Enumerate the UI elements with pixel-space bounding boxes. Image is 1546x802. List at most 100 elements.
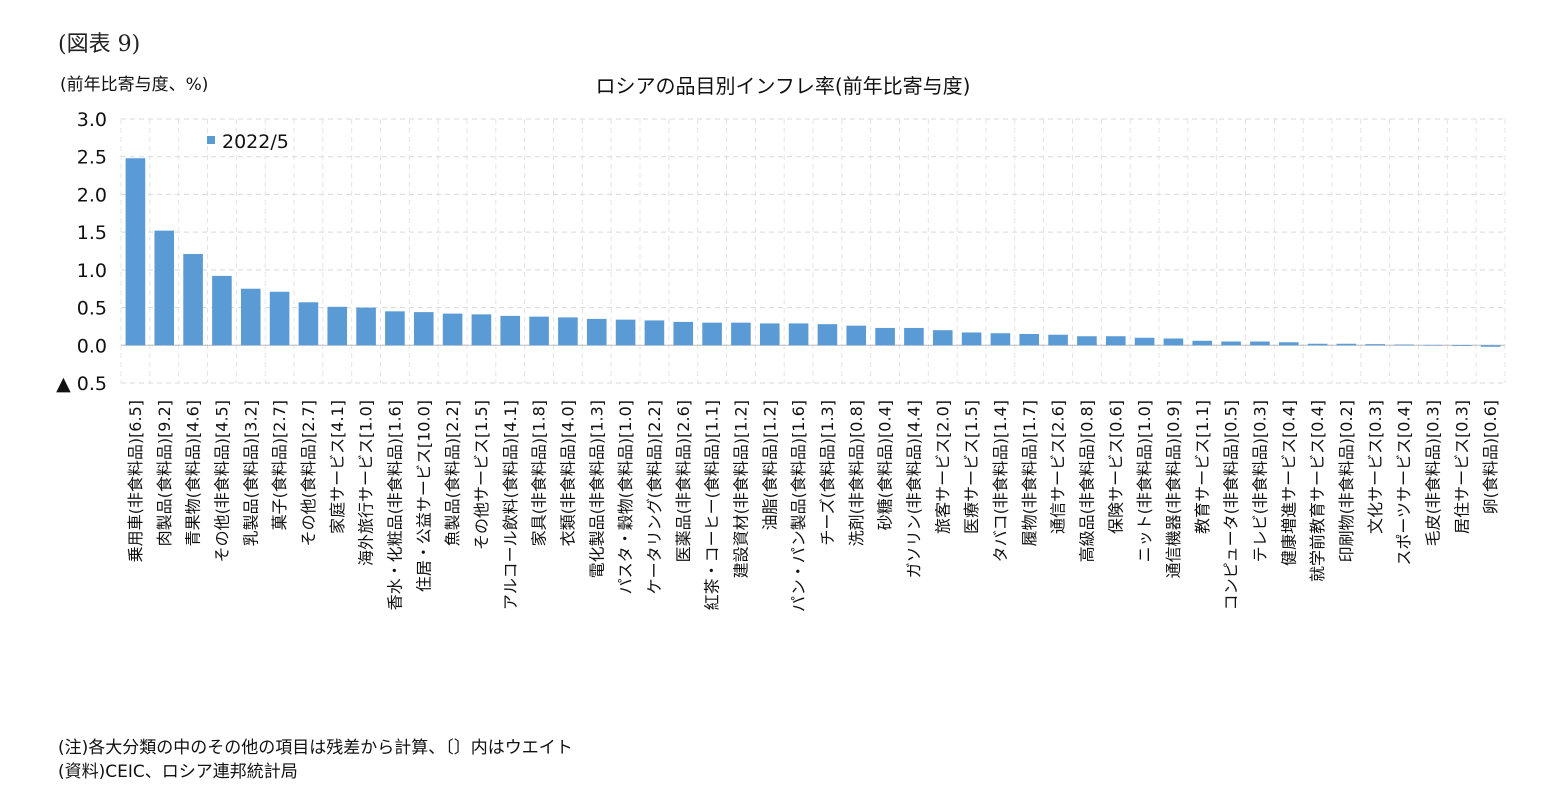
x-category-label: 青果物(食料品)[4.6] <box>184 400 203 546</box>
x-category-label: 旅客サービス[2.0] <box>933 400 952 534</box>
bar <box>269 291 290 346</box>
bar <box>615 319 636 346</box>
x-category-label: 医療サービス[1.5] <box>962 400 981 534</box>
bar <box>529 316 549 346</box>
x-category-label: 健康増進サービス[0.4] <box>1279 400 1298 566</box>
bar <box>240 288 261 346</box>
x-category-label: その他(食料品)[2.7] <box>299 400 318 546</box>
x-category-label: その他サービス[1.5] <box>472 400 491 550</box>
source-text: (資料)CEIC、ロシア連邦統計局 <box>58 762 298 782</box>
bar <box>731 322 751 346</box>
x-category-label: ニット(非食料品)[1.0] <box>1135 400 1154 562</box>
x-category-label: 建設資材(非食料品)[1.2] <box>731 400 750 578</box>
bar <box>327 306 348 346</box>
x-category-label: 文化サービス[0.3] <box>1366 400 1385 534</box>
bar <box>1423 344 1443 346</box>
x-category-label: コンピュータ(非食料品)[0.5] <box>1222 400 1241 610</box>
x-category-label: 乗用車(非食料品)[6.5] <box>126 400 145 562</box>
notes: (注)各大分類の中のその他の項目は残差から計算、〔〕内はウエイト (資料)CEI… <box>58 736 573 784</box>
bar <box>125 158 146 346</box>
x-category-label: 家具(非食料品)[1.8] <box>530 400 549 546</box>
x-category-label: 履物(非食料品)[1.7] <box>1020 400 1039 546</box>
bar <box>1480 345 1501 347</box>
figure-label: (図表 9) <box>58 32 141 57</box>
bar <box>356 307 376 346</box>
bar <box>788 323 809 346</box>
note-text: (注)各大分類の中のその他の項目は残差から計算、〔〕内はウエイト <box>58 738 573 758</box>
y-tick-label: 0.5 <box>77 298 107 320</box>
x-category-label: ガソリン(非食料品)[4.4] <box>904 400 923 578</box>
bar <box>183 254 203 346</box>
x-category-label: 住居・公益サービス[10.0] <box>414 400 433 592</box>
bar <box>298 302 319 346</box>
bar <box>932 330 953 346</box>
x-category-label: 紅茶・コーヒー(食料品)[1.1] <box>703 400 722 610</box>
x-category-label: 砂糖(食料品)[0.4] <box>876 400 895 530</box>
x-category-label: 菓子(食料品)[2.7] <box>270 400 289 530</box>
x-category-label: 医薬品(非食料品)[2.6] <box>674 400 693 562</box>
x-category-label: 海外旅行サービス[1.0] <box>357 400 376 566</box>
x-category-label: チーズ(食料品)[1.3] <box>818 400 837 546</box>
legend-swatch <box>207 136 215 144</box>
bar <box>1365 344 1386 346</box>
x-category-label: スポーツサービス[0.4] <box>1395 400 1414 566</box>
bar <box>759 323 780 346</box>
x-category-label: その他(非食料品)[4.5] <box>212 400 231 562</box>
x-category-label: 電化製品(非食料品)[1.3] <box>587 400 606 578</box>
x-category-label: 香水・化粧品(非食料品)[1.6] <box>385 400 404 610</box>
x-category-label: 衣類(非食料品)[4.0] <box>558 400 577 546</box>
x-category-label: 魚製品(食料品)[2.2] <box>443 400 462 546</box>
x-category-label: 就学前教育サービス[0.4] <box>1308 400 1327 582</box>
y-tick-label: 1.0 <box>77 260 107 282</box>
bar-chart: 3.0 2.5 2.0 1.5 1.0 0.5 0.0 ▲ 0.5 乗用車(非食料品)[6.5]… <box>56 109 1506 612</box>
bar <box>1394 344 1414 346</box>
bar <box>1278 342 1299 346</box>
bar <box>471 314 492 346</box>
bar <box>1451 345 1472 347</box>
x-category-label: アルコール飲料(食料品)[4.1] <box>501 400 520 610</box>
x-category-label: 油脂(食料品)[1.2] <box>760 400 779 530</box>
x-category-label: 洗剤(非食料品)[0.8] <box>847 400 866 546</box>
x-category-label: 肉製品(食料品)[9.2] <box>155 400 174 546</box>
x-category-label: 印刷物(非食料品)[0.2] <box>1337 400 1356 562</box>
x-category-label: パスタ・穀物(食料品)[1.0] <box>616 400 635 594</box>
bar <box>212 275 232 346</box>
y-tick-label: 3.0 <box>77 109 107 131</box>
bar <box>1307 343 1328 346</box>
bar <box>1250 341 1270 346</box>
bar <box>961 332 982 346</box>
bar <box>1163 338 1184 346</box>
y-tick-label: 2.0 <box>77 184 107 206</box>
x-category-label: パン・パン製品(食料品)[1.6] <box>789 400 808 612</box>
bar <box>442 313 463 346</box>
x-category-label: ケータリング(食料品)[2.2] <box>645 400 664 594</box>
bar <box>385 311 405 346</box>
x-category-label: タバコ(非食料品)[1.4] <box>991 400 1010 562</box>
x-category-label: 家庭サービス[4.1] <box>328 400 347 534</box>
bar <box>875 327 895 346</box>
x-category-label: 通信サービス[2.6] <box>1049 400 1068 534</box>
bar <box>1048 334 1068 346</box>
bar <box>702 322 722 346</box>
chart-title: ロシアの品目別インフレ率(前年比寄与度) <box>595 74 971 98</box>
x-category-label: 教育サービス[1.1] <box>1193 400 1212 534</box>
y-tick-label: 2.5 <box>77 147 107 169</box>
bar <box>1019 333 1040 346</box>
y-tick-label: ▲ 0.5 <box>56 373 107 395</box>
x-category-label: 居住サービス[0.3] <box>1452 400 1471 534</box>
x-category-label: 卵(食料品)[0.6] <box>1481 400 1500 514</box>
bar <box>1134 337 1155 346</box>
x-category-label: 高級品(非食料品)[0.8] <box>1077 400 1096 562</box>
legend-label: 2022/5 <box>222 131 289 153</box>
x-category-label: 乳製品(食料品)[3.2] <box>241 400 260 546</box>
bar <box>586 318 607 346</box>
bar <box>1336 343 1357 346</box>
x-category-label: 通信機器(非食料品)[0.9] <box>1164 400 1183 578</box>
bar <box>1192 340 1213 346</box>
bar <box>817 324 838 346</box>
bar <box>904 327 924 346</box>
bar <box>558 317 578 346</box>
y-axis-unit-label: (前年比寄与度、%) <box>60 75 209 95</box>
bar <box>500 315 521 346</box>
bar <box>846 325 867 346</box>
